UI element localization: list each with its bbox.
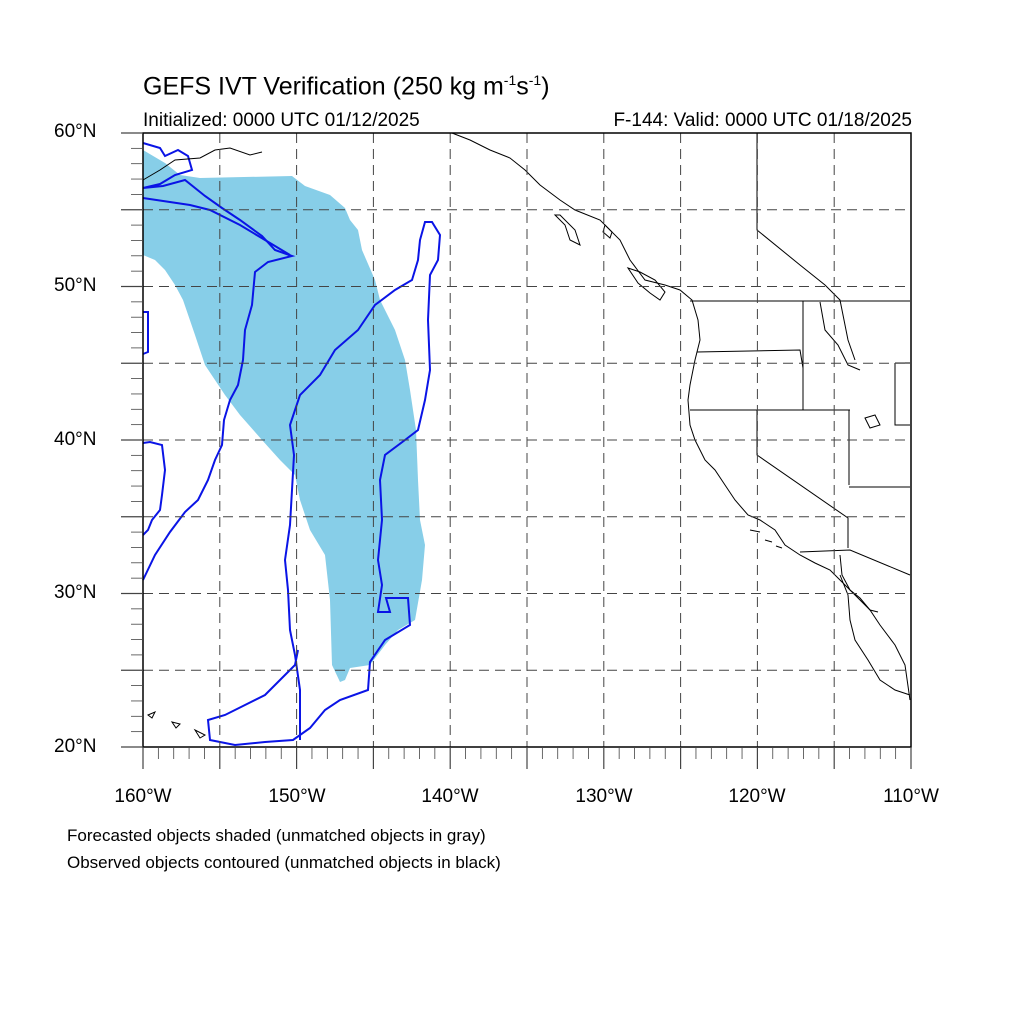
- observed-object-west-upper: [142, 311, 149, 355]
- lon-label-120w: 120°W: [728, 786, 786, 807]
- coastline-alaska: [142, 147, 263, 181]
- lat-label-30n: 30°N: [54, 582, 97, 603]
- coastline-north-america: [451, 132, 911, 701]
- observed-object-west-lower: [142, 440, 167, 536]
- gridlines: [143, 133, 911, 747]
- lat-label-50n: 50°N: [54, 275, 97, 296]
- forecast-object: [143, 150, 425, 682]
- coastline-channel-islands: [749, 529, 783, 549]
- lon-label-110w: 110°W: [883, 786, 939, 807]
- lat-label-20n: 20°N: [54, 736, 97, 757]
- lake: [864, 414, 881, 429]
- axis-ticks: [121, 132, 912, 769]
- coastline-gulf-of-california: [839, 554, 879, 613]
- island-hawaii: [147, 711, 207, 739]
- lon-label-130w: 130°W: [575, 786, 633, 807]
- initialized-label: Initialized: 0000 UTC 01/12/2025: [143, 110, 420, 131]
- lon-label-140w: 140°W: [421, 786, 479, 807]
- map-title: GEFS IVT Verification (250 kg m-1s-1): [143, 72, 550, 101]
- valid-time-label: F-144: Valid: 0000 UTC 01/18/2025: [613, 110, 912, 131]
- lat-label-60n: 60°N: [54, 121, 97, 142]
- political-boundaries: [690, 133, 911, 576]
- lat-label-40n: 40°N: [54, 429, 97, 450]
- observed-object-northwest: [142, 142, 296, 581]
- lon-label-160w: 160°W: [114, 786, 172, 807]
- lon-label-150w: 150°W: [268, 786, 326, 807]
- legend-observed-note: Observed objects contoured (unmatched ob…: [67, 853, 501, 872]
- observed-object-central: [142, 197, 442, 747]
- coastline-british-columbia-islands: [553, 214, 666, 301]
- legend-forecast-note: Forecasted objects shaded (unmatched obj…: [67, 826, 486, 845]
